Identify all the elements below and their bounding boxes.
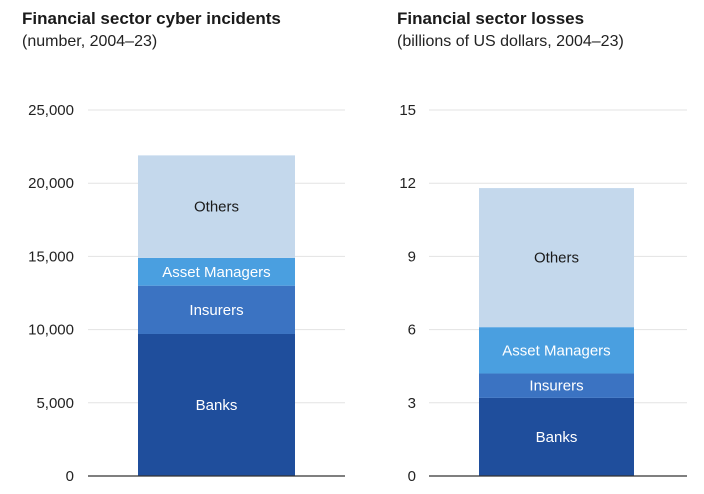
y-tick-label: 15,000 <box>28 248 74 265</box>
y-tick-label: 6 <box>408 322 416 339</box>
y-tick-label: 15 <box>399 102 416 119</box>
segment-label-others: Others <box>534 250 579 267</box>
y-tick-label: 9 <box>408 248 416 265</box>
incidents-stacked-bar-chart: 0 5,000 10,000 15,000 20,000 25,000 Banks Insur… <box>0 0 352 494</box>
y-tick-label: 12 <box>399 175 416 192</box>
y-tick-label: 0 <box>408 468 416 485</box>
segment-label-asset-managers: Asset Managers <box>502 342 610 359</box>
y-tick-label: 0 <box>66 468 74 485</box>
losses-stacked-bar-chart: 0 3 6 9 12 15 Banks Insurers Asset Managers Other… <box>352 0 704 494</box>
segment-label-banks: Banks <box>196 397 238 414</box>
incidents-chart-panel: Financial sector cyber incidents (number… <box>0 0 352 494</box>
y-tick-label: 20,000 <box>28 175 74 192</box>
y-tick-label: 5,000 <box>36 395 74 412</box>
segment-label-others: Others <box>194 199 239 216</box>
y-tick-label: 25,000 <box>28 102 74 119</box>
segment-label-banks: Banks <box>536 429 578 446</box>
segment-label-insurers: Insurers <box>529 378 583 395</box>
y-tick-label: 3 <box>408 395 416 412</box>
segment-label-insurers: Insurers <box>189 302 243 319</box>
y-tick-label: 10,000 <box>28 322 74 339</box>
losses-chart-panel: Financial sector losses (billions of US … <box>352 0 704 494</box>
segment-label-asset-managers: Asset Managers <box>162 264 270 281</box>
